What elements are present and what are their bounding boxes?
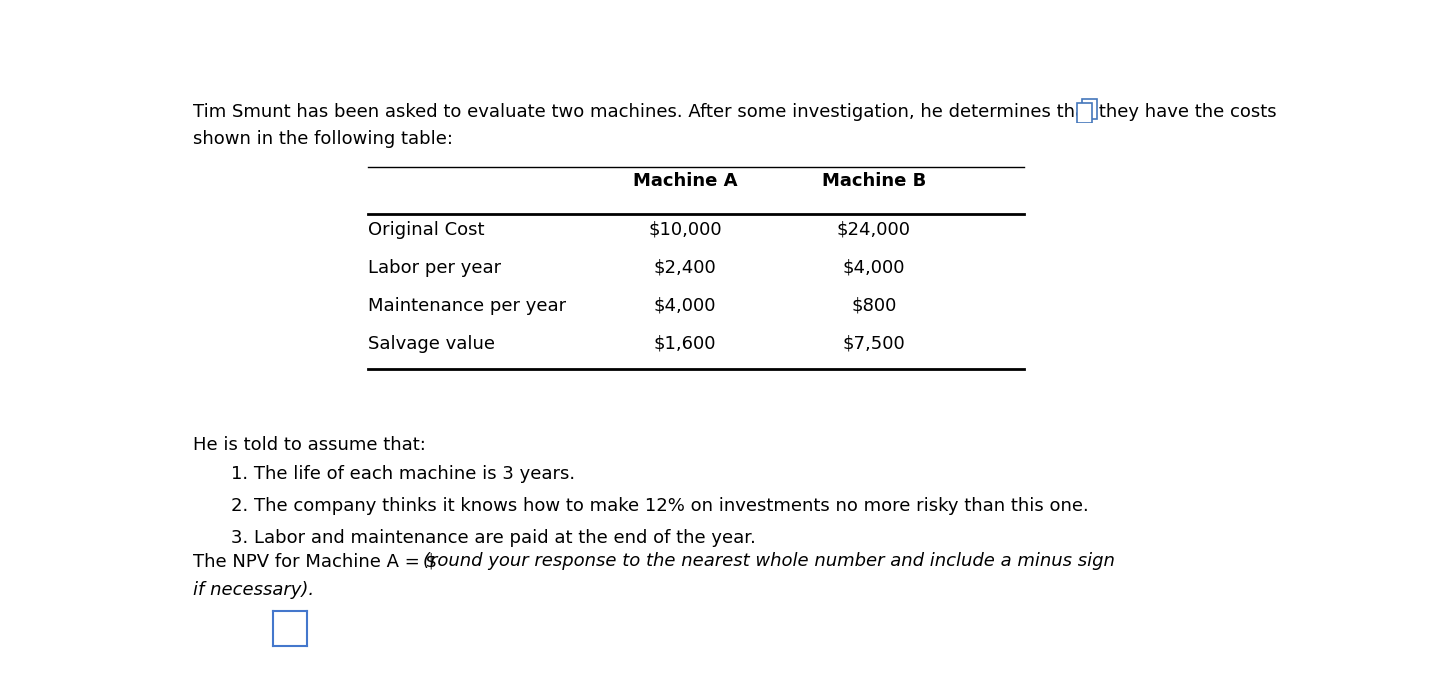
Text: He is told to assume that:: He is told to assume that: [192, 436, 426, 454]
Text: $24,000: $24,000 [837, 221, 911, 239]
Text: shown in the following table:: shown in the following table: [192, 130, 453, 148]
Text: $4,000: $4,000 [843, 259, 905, 276]
Text: $7,500: $7,500 [842, 335, 905, 353]
Text: $4,000: $4,000 [654, 297, 716, 315]
Text: Labor per year: Labor per year [369, 259, 502, 276]
Text: (round your response to the nearest whole number and include a minus sign: (round your response to the nearest whol… [423, 552, 1114, 571]
Text: 1. The life of each machine is 3 years.: 1. The life of each machine is 3 years. [231, 465, 575, 483]
Text: $2,400: $2,400 [654, 259, 717, 276]
Bar [1081, 99, 1097, 119]
Text: Machine A: Machine A [632, 172, 737, 190]
Text: $800: $800 [852, 297, 896, 315]
Text: Machine B: Machine B [822, 172, 926, 190]
Text: if necessary).: if necessary). [192, 582, 314, 600]
Text: 2. The company thinks it knows how to make 12% on investments no more risky than: 2. The company thinks it knows how to ma… [231, 497, 1090, 515]
Text: The NPV for Machine A = $: The NPV for Machine A = $ [192, 552, 436, 571]
Text: Tim Smunt has been asked to evaluate two machines. After some investigation, he : Tim Smunt has been asked to evaluate two… [192, 104, 1276, 121]
Text: Maintenance per year: Maintenance per year [369, 297, 566, 315]
Text: $10,000: $10,000 [648, 221, 721, 239]
Bar [1077, 103, 1093, 123]
Text: Original Cost: Original Cost [369, 221, 485, 239]
Text: Salvage value: Salvage value [369, 335, 495, 353]
Text: 3. Labor and maintenance are paid at the end of the year.: 3. Labor and maintenance are paid at the… [231, 529, 756, 547]
Text: $1,600: $1,600 [654, 335, 716, 353]
